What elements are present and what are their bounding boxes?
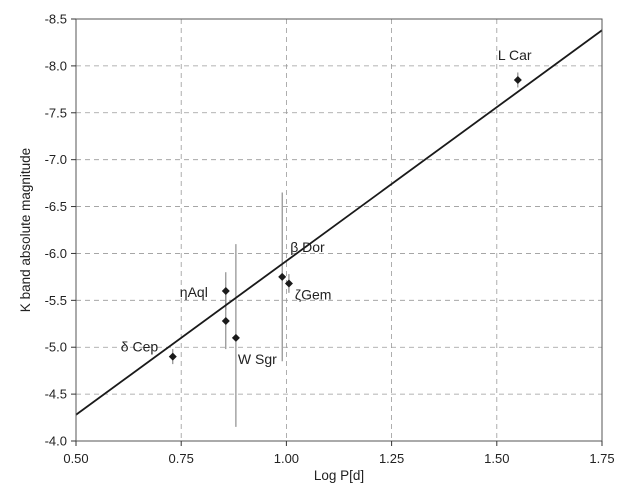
x-axis-title: Log P[d] bbox=[314, 468, 364, 483]
data-points bbox=[168, 75, 522, 361]
y-tick-label: -5.0 bbox=[45, 340, 67, 355]
point-label: δ Cep bbox=[121, 339, 159, 355]
y-tick-label: -4.0 bbox=[45, 434, 67, 449]
x-tick-label: 0.75 bbox=[169, 451, 194, 466]
data-point bbox=[278, 272, 287, 281]
point-label: β Dor bbox=[290, 239, 325, 255]
fit-line-layer bbox=[75, 29, 603, 416]
regression-line bbox=[75, 29, 603, 416]
y-tick-label: -8.5 bbox=[45, 12, 67, 27]
y-tick-label: -7.5 bbox=[45, 105, 67, 120]
x-tick-label: 1.25 bbox=[379, 451, 404, 466]
y-tick-label: -6.5 bbox=[45, 199, 67, 214]
plot-frame bbox=[75, 18, 603, 442]
x-tick-label: 1.00 bbox=[274, 451, 299, 466]
point-label: W Sgr bbox=[238, 351, 277, 367]
x-tick-label: 1.50 bbox=[484, 451, 509, 466]
y-tick-label: -6.0 bbox=[45, 246, 67, 261]
y-tick-label: -5.5 bbox=[45, 293, 67, 308]
axis-ticks: 0.50 0.75 1.00 1.25 1.50 1.75 -4.0 -4.5 -5.0 -5.5… bbox=[45, 12, 615, 467]
x-tick-label: 0.50 bbox=[63, 451, 88, 466]
point-labels: δ Cep ηAql W Sgr β Dor ζGem L Car bbox=[121, 47, 532, 367]
x-tick-label: 1.75 bbox=[589, 451, 614, 466]
y-tick-label: -8.0 bbox=[45, 58, 67, 73]
data-point bbox=[231, 333, 240, 342]
point-label: ηAql bbox=[180, 284, 208, 300]
error-bars bbox=[172, 72, 519, 427]
data-point bbox=[513, 75, 522, 84]
data-point bbox=[221, 286, 230, 295]
point-label: L Car bbox=[498, 47, 532, 63]
data-point bbox=[168, 352, 177, 361]
point-label: ζGem bbox=[295, 286, 332, 302]
gridlines bbox=[76, 19, 602, 441]
y-tick-label: -7.0 bbox=[45, 152, 67, 167]
data-point bbox=[284, 279, 293, 288]
y-axis-title: K band absolute magnitude bbox=[18, 148, 33, 312]
y-tick-label: -4.5 bbox=[45, 387, 67, 402]
data-point bbox=[221, 316, 230, 325]
